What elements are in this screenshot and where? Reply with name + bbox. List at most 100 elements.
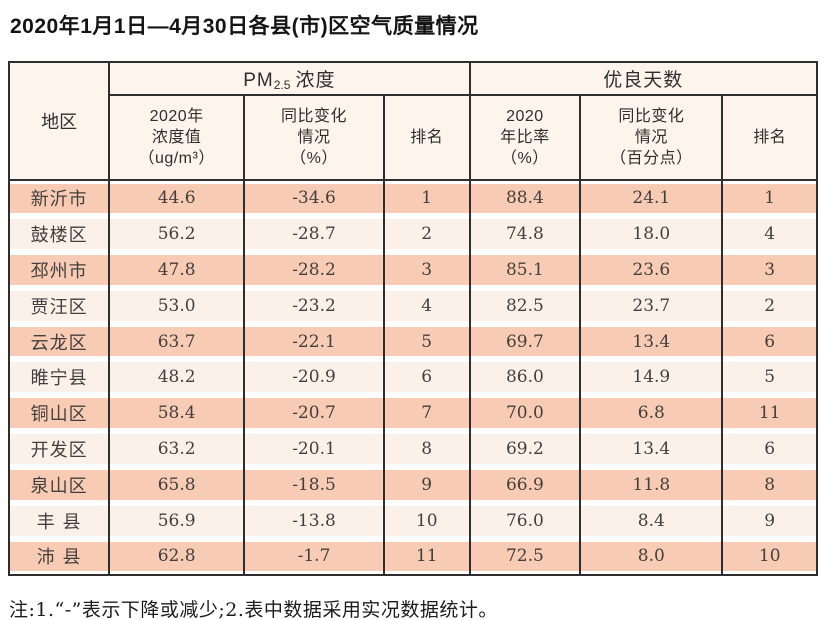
cell-pm-value: 48.2 [108, 359, 246, 396]
table-row: 贾汪区 53.0 -23.2 4 82.5 23.7 2 [7, 287, 818, 324]
table-row: 铜山区 58.4 -20.7 7 70.0 6.8 11 [7, 395, 818, 432]
cell-gd-rank: 1 [721, 180, 818, 216]
cell-pm-change: -13.8 [243, 503, 385, 539]
cell-region: 沛 县 [7, 538, 111, 575]
cell-pm-rank: 1 [382, 180, 471, 216]
cell-gd-rank: 5 [721, 359, 818, 396]
cell-pm-rank: 8 [382, 431, 471, 468]
pm25-suffix: 浓度 [295, 70, 336, 91]
cell-region: 新沂市 [7, 180, 111, 216]
cell-region: 铜山区 [7, 395, 111, 432]
cell-gd-rank: 6 [721, 323, 818, 360]
cell-gd-change: 24.1 [579, 180, 724, 216]
cell-pm-rank: 3 [382, 251, 471, 288]
group-header-row: 地区 PM2.5 浓度 优良天数 [7, 62, 819, 181]
cell-pm-change: -22.1 [243, 323, 385, 360]
cell-gd-ratio: 82.5 [468, 287, 582, 324]
cell-pm-value: 63.2 [108, 431, 246, 468]
cell-pm-rank: 9 [382, 467, 471, 504]
cell-pm-change: -28.2 [243, 251, 385, 288]
cell-gd-rank: 6 [721, 431, 818, 468]
cell-gd-ratio: 69.7 [468, 323, 582, 360]
cell-pm-rank: 2 [382, 215, 471, 252]
table-row: 新沂市 44.6 -34.6 1 88.4 24.1 1 [7, 180, 818, 216]
cell-region: 丰 县 [7, 503, 111, 539]
table-row: 丰 县 56.9 -13.8 10 76.0 8.4 9 [7, 503, 818, 539]
cell-gd-rank: 9 [721, 503, 818, 539]
cell-gd-change: 11.8 [579, 467, 724, 504]
cell-gd-change: 8.4 [579, 503, 724, 539]
cell-gd-ratio: 70.0 [468, 395, 582, 432]
cell-gd-ratio: 74.8 [468, 215, 582, 252]
cell-pm-rank: 5 [382, 323, 471, 360]
cell-pm-rank: 6 [382, 359, 471, 396]
air-quality-table: 地区 PM2.5 浓度 优良天数 2020年 浓度值 （ug/m³） 同比变化 情… [7, 61, 819, 576]
cell-pm-rank: 4 [382, 287, 471, 324]
cell-pm-rank: 10 [382, 503, 471, 539]
cell-gd-change: 8.0 [579, 538, 724, 575]
cell-pm-value: 56.9 [108, 503, 246, 539]
cell-region: 云龙区 [7, 323, 111, 360]
table-header: 地区 PM2.5 浓度 优良天数 2020年 浓度值 （ug/m³） 同比变化 情… [7, 62, 819, 181]
cell-gd-change: 13.4 [579, 323, 724, 360]
cell-pm-value: 62.8 [108, 538, 246, 575]
table-body: 新沂市 44.6 -34.6 1 88.4 24.1 1 鼓楼区 56.2 -28.7 2 74.8 1… [7, 180, 818, 575]
cell-gd-ratio: 86.0 [468, 359, 582, 396]
cell-pm-value: 63.7 [108, 323, 246, 360]
cell-gd-change: 23.6 [579, 251, 724, 288]
cell-region: 开发区 [7, 431, 111, 468]
cell-gd-change: 13.4 [579, 431, 724, 468]
cell-gd-rank: 2 [721, 287, 818, 324]
cell-gd-rank: 4 [721, 215, 818, 252]
cell-pm-change: -18.5 [243, 467, 385, 504]
cell-region: 鼓楼区 [7, 215, 111, 252]
cell-pm-value: 65.8 [108, 467, 246, 504]
table-row: 鼓楼区 56.2 -28.7 2 74.8 18.0 4 [7, 215, 818, 252]
cell-gd-ratio: 72.5 [468, 538, 582, 575]
cell-pm-change: -20.9 [243, 359, 385, 396]
cell-gd-rank: 11 [721, 395, 818, 432]
table-row: 开发区 63.2 -20.1 8 69.2 13.4 6 [7, 431, 818, 468]
header-group-good-days: 优良天数 [468, 62, 819, 96]
cell-pm-value: 44.6 [108, 180, 246, 216]
footnote: 注:1.“-”表示下降或减少;2.表中数据采用实况数据统计。 [9, 598, 498, 620]
cell-pm-value: 47.8 [108, 251, 246, 288]
sub-header-row: 2020年 浓度值 （ug/m³） 同比变化 情况 （%） 排名 2020 年比… [9, 95, 818, 181]
cell-region: 泉山区 [7, 467, 111, 504]
cell-gd-change: 23.7 [579, 287, 724, 324]
cell-pm-value: 58.4 [108, 395, 246, 432]
table-row: 泉山区 65.8 -18.5 9 66.9 11.8 8 [7, 467, 818, 504]
cell-pm-value: 53.0 [108, 287, 246, 324]
cell-gd-rank: 10 [721, 538, 818, 575]
cell-pm-change: -34.6 [243, 180, 385, 216]
header-region: 地区 [7, 62, 111, 181]
header-gd-ratio-2020: 2020 年比率 （%） [468, 95, 582, 181]
cell-gd-rank: 8 [721, 467, 818, 504]
cell-pm-change: -28.7 [243, 215, 385, 252]
page-title: 2020年1月1日—4月30日各县(市)区空气质量情况 [10, 15, 479, 38]
cell-region: 睢宁县 [7, 359, 111, 396]
cell-gd-rank: 3 [721, 251, 818, 288]
cell-region: 邳州市 [7, 251, 111, 288]
table-row: 云龙区 63.7 -22.1 5 69.7 13.4 6 [7, 323, 818, 360]
pm25-subscript: 2.5 [273, 78, 291, 92]
cell-pm-change: -23.2 [243, 287, 385, 324]
cell-pm-rank: 11 [382, 538, 471, 575]
header-gd-rank: 排名 [721, 95, 818, 181]
header-pm-yoy-change: 同比变化 情况 （%） [243, 95, 385, 181]
cell-gd-change: 18.0 [579, 215, 724, 252]
header-pm-concentration-2020: 2020年 浓度值 （ug/m³） [108, 95, 246, 181]
cell-gd-ratio: 88.4 [468, 180, 582, 216]
cell-gd-change: 14.9 [579, 359, 724, 396]
cell-gd-ratio: 76.0 [468, 503, 582, 539]
header-pm-rank: 排名 [382, 95, 471, 181]
cell-pm-change: -20.1 [243, 431, 385, 468]
cell-region: 贾汪区 [7, 287, 111, 324]
cell-gd-ratio: 85.1 [468, 251, 582, 288]
cell-gd-ratio: 69.2 [468, 431, 582, 468]
pm25-prefix: PM [243, 70, 274, 91]
cell-gd-ratio: 66.9 [468, 467, 582, 504]
cell-gd-change: 6.8 [579, 395, 724, 432]
cell-pm-value: 56.2 [108, 215, 246, 252]
